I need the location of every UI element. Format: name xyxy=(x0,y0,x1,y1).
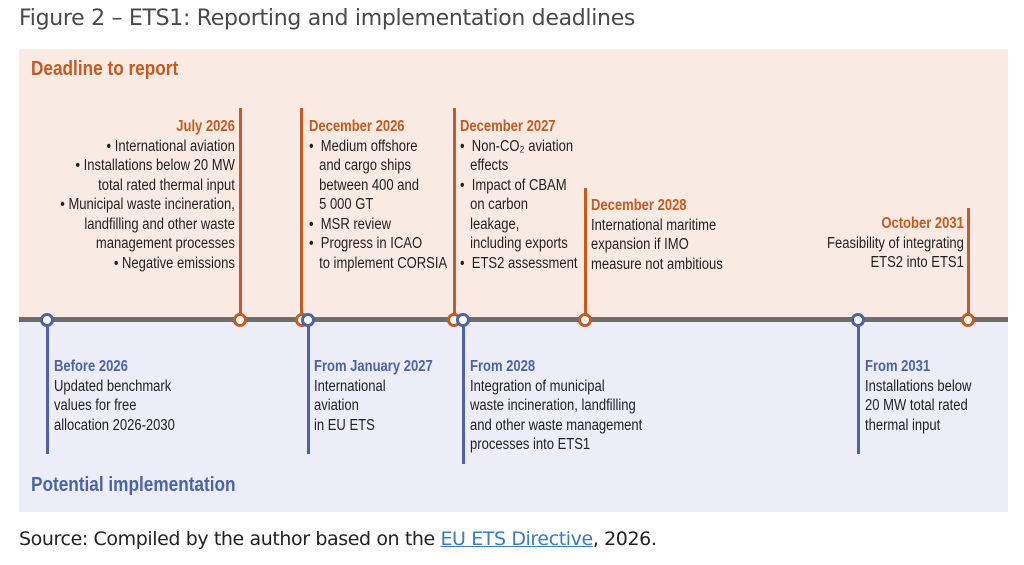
marker-from-2031 xyxy=(851,313,865,327)
connector-before-2026 xyxy=(46,326,49,454)
marker-from-jan-2027 xyxy=(301,313,315,327)
event-date: From January 2027 xyxy=(314,358,433,375)
event-dec-2027: December 2027 Non-CO₂ aviation effects I… xyxy=(460,117,600,273)
event-bullet: MSR review xyxy=(309,215,447,235)
event-line: • Municipal waste incineration, xyxy=(60,196,235,213)
event-line: allocation 2026-2030 xyxy=(54,416,175,434)
connector-from-2028 xyxy=(462,326,465,464)
event-oct-2031: October 2031 Feasibility of integrating … xyxy=(801,214,964,273)
source-note: Source: Compiled by the author based on … xyxy=(19,528,657,550)
connector-dec-2028 xyxy=(584,188,587,316)
event-from-2028: From 2028 Integration of municipal waste… xyxy=(470,357,675,455)
event-line: measure not ambitious xyxy=(591,255,723,273)
event-line: management processes xyxy=(96,235,235,252)
event-line: total rated thermal input xyxy=(98,176,235,194)
event-line: between 400 and xyxy=(319,176,419,194)
event-line: ETS2 into ETS1 xyxy=(870,254,964,271)
connector-dec-2026 xyxy=(300,108,303,316)
timeline-axis xyxy=(19,317,1008,322)
event-date: From 2031 xyxy=(865,358,931,375)
event-from-2031: From 2031 Installations below 20 MW tota… xyxy=(865,357,992,435)
event-dec-2026: December 2026 Medium offshore and cargo … xyxy=(309,117,473,273)
source-suffix: , 2026. xyxy=(592,528,657,550)
event-line: Installations below xyxy=(865,377,972,395)
event-date: December 2028 xyxy=(591,197,687,214)
connector-dec-2027 xyxy=(453,108,456,316)
event-line: Updated benchmark xyxy=(54,377,172,395)
event-line: values for free xyxy=(54,397,137,414)
event-line: including exports xyxy=(470,235,568,252)
event-date: From 2028 xyxy=(470,358,536,375)
source-prefix: Source: Compiled by the author based on … xyxy=(19,528,441,550)
event-line: • Installations below 20 MW xyxy=(75,157,235,174)
report-band-label: Deadline to report xyxy=(31,58,179,80)
event-bullet: Progress in ICAO xyxy=(309,234,447,254)
event-line: aviation xyxy=(314,397,359,414)
connector-july-2026 xyxy=(239,108,242,316)
event-date: October 2031 xyxy=(881,215,964,232)
marker-july-2026 xyxy=(233,313,247,327)
event-line: International maritime xyxy=(591,216,717,234)
event-line: 20 MW total rated xyxy=(865,397,968,414)
event-line: waste incineration, landfilling xyxy=(470,397,636,414)
event-line: Feasibility of integrating xyxy=(827,234,964,252)
event-line: International xyxy=(314,377,386,395)
event-line: in EU ETS xyxy=(314,416,375,434)
marker-from-2028 xyxy=(456,313,470,327)
event-line: • Negative emissions xyxy=(113,254,235,272)
event-date: Before 2026 xyxy=(54,358,128,375)
event-date: December 2026 xyxy=(309,118,405,135)
event-bullet: Non-CO₂ aviation xyxy=(460,137,577,157)
event-line: landfilling and other waste xyxy=(84,215,235,233)
event-line: • International aviation xyxy=(106,137,235,155)
event-bullet: Impact of CBAM xyxy=(460,176,577,196)
marker-before-2026 xyxy=(40,313,54,327)
event-line: on carbon xyxy=(470,196,529,213)
event-before-2026: Before 2026 Updated benchmark values for… xyxy=(54,357,198,435)
marker-oct-2031 xyxy=(961,313,975,327)
event-line: Integration of municipal xyxy=(470,377,605,395)
implementation-band xyxy=(19,320,1008,512)
figure-title: Figure 2 – ETS1: Reporting and implement… xyxy=(19,6,636,31)
event-date: December 2027 xyxy=(460,118,556,135)
event-july-2026: July 2026 • International aviation • Ins… xyxy=(27,117,235,273)
event-line: and cargo ships xyxy=(319,157,412,174)
event-line: and other waste management xyxy=(470,416,643,434)
event-dec-2028: December 2028 International maritime exp… xyxy=(591,196,748,274)
event-line: effects xyxy=(470,157,509,174)
source-link[interactable]: EU ETS Directive xyxy=(440,528,593,550)
event-bullet: ETS2 assessment xyxy=(460,254,578,274)
event-line: to implement CORSIA xyxy=(319,254,448,272)
event-line: 5 000 GT xyxy=(319,196,374,213)
connector-from-jan-2027 xyxy=(307,326,310,454)
event-date: July 2026 xyxy=(176,118,235,135)
event-line: leakage, xyxy=(470,215,520,233)
marker-dec-2028 xyxy=(578,313,592,327)
event-from-jan-2027: From January 2027 International aviation… xyxy=(314,357,455,435)
implementation-band-label: Potential implementation xyxy=(31,474,236,496)
connector-oct-2031 xyxy=(967,208,970,316)
event-line: expansion if IMO xyxy=(591,236,689,253)
event-line: processes into ETS1 xyxy=(470,436,591,453)
event-bullet: Medium offshore xyxy=(309,137,447,157)
connector-from-2031 xyxy=(857,326,860,454)
event-line: thermal input xyxy=(865,416,941,434)
